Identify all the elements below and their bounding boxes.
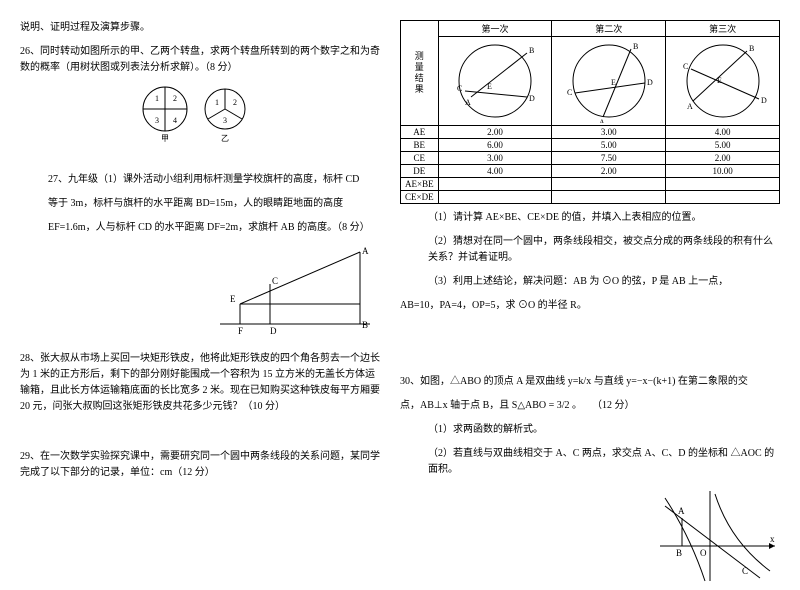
- table-row: AE2.003.004.00: [401, 126, 780, 139]
- svg-text:A: A: [687, 102, 693, 111]
- svg-text:C: C: [683, 62, 688, 71]
- svg-text:3: 3: [223, 116, 227, 125]
- svg-text:A: A: [678, 506, 685, 516]
- q29-sub2: （2）猜想对在同一个圆中，两条线段相交，被交点分成的两条线段的积有什么关系？并试…: [428, 234, 780, 266]
- q30-sub1: （1）求两函数的解析式。: [428, 422, 780, 438]
- svg-text:B: B: [529, 46, 534, 55]
- svg-text:D: D: [529, 94, 535, 103]
- q30-l1: 30、如图，△ABO 的顶点 A 是双曲线 y=k/x 与直线 y=−x−(k+…: [400, 374, 780, 390]
- q26-text: 26、同时转动如图所示的甲、乙两个转盘，求两个转盘所转到的两个数字之和为奇数的概…: [20, 44, 380, 76]
- circle-fig-1: B A C D E: [438, 37, 552, 126]
- q30-l2: 点，AB⊥x 轴于点 B，且 S△ABO = 3/2 。 （12 分）: [400, 398, 780, 414]
- table-row: DE4.002.0010.00: [401, 165, 780, 178]
- hyperbola-figure: A B O C x: [400, 486, 780, 589]
- svg-text:2: 2: [233, 98, 237, 107]
- q29-sub3: （3）利用上述结论，解决问题：AB 为 ⊙O 的弦，P 是 AB 上一点，: [428, 274, 780, 290]
- svg-text:E: E: [487, 82, 492, 91]
- svg-text:E: E: [230, 294, 236, 304]
- q29-sub1: （1）请计算 AE×BE、CE×DE 的值，并填入上表相应的位置。: [428, 210, 780, 226]
- svg-text:1: 1: [155, 94, 159, 103]
- q29-text: 29、在一次数学实验探究课中，需要研究同一个圆中两条线段的关系问题，某同学完成了…: [20, 449, 380, 481]
- col-head-2: 第二次: [552, 21, 666, 37]
- circle-fig-2: B A C D E: [552, 37, 666, 126]
- svg-text:C: C: [457, 84, 462, 93]
- measurement-table: 测量结果 第一次 第二次 第三次 B A C D E: [400, 20, 780, 204]
- svg-text:E: E: [717, 76, 722, 85]
- table-row: AE×BE: [401, 178, 780, 191]
- table-row: CE×DE: [401, 191, 780, 204]
- table-row: BE6.005.005.00: [401, 139, 780, 152]
- svg-text:O: O: [700, 548, 707, 558]
- q27-l2: 等于 3m，标杆与旗杆的水平距离 BD=15m，人的眼睛距地面的高度: [48, 196, 380, 212]
- spinners-figure: 1 2 3 4 甲 1 2 3 乙: [20, 84, 380, 144]
- svg-text:D: D: [270, 326, 277, 334]
- q30-sub2: （2）若直线与双曲线相交于 A、C 两点，求交点 A、C、D 的坐标和 △AOC…: [428, 446, 780, 478]
- svg-text:D: D: [761, 96, 767, 105]
- circle-fig-3: B A C D E: [666, 37, 780, 126]
- svg-text:乙: 乙: [221, 134, 229, 143]
- svg-text:A: A: [599, 118, 605, 123]
- q29-sub3b: AB=10，PA=4，OP=5，求 ⊙O 的半径 R。: [400, 298, 780, 314]
- svg-text:4: 4: [173, 116, 177, 125]
- svg-text:x: x: [770, 534, 775, 544]
- svg-text:2: 2: [173, 94, 177, 103]
- flagpole-figure: A B C D E F: [20, 244, 380, 337]
- svg-text:B: B: [749, 44, 754, 53]
- col-head-1: 第一次: [438, 21, 552, 37]
- table-row: CE3.007.502.00: [401, 152, 780, 165]
- svg-text:1: 1: [215, 98, 219, 107]
- svg-text:B: B: [676, 548, 682, 558]
- q27-l3: EF=1.6m，人与标杆 CD 的水平距离 DF=2m，求旗杆 AB 的高度。（…: [48, 220, 380, 236]
- q28-text: 28、张大叔从市场上买回一块矩形铁皮，他将此矩形铁皮的四个角各剪去一个边长为 1…: [20, 351, 380, 415]
- spinners-svg: 1 2 3 4 甲 1 2 3 乙: [125, 84, 275, 144]
- q27-l1: 27、九年级（1）课外活动小组利用标杆测量学校旗杆的高度，标杆 CD: [48, 172, 380, 188]
- svg-text:B: B: [362, 320, 368, 330]
- svg-text:3: 3: [155, 116, 159, 125]
- svg-text:E: E: [611, 78, 616, 87]
- table-corner: 测量结果: [401, 21, 439, 126]
- svg-text:F: F: [238, 326, 243, 334]
- hyperbola-svg: A B O C x: [650, 486, 780, 586]
- svg-text:C: C: [272, 276, 278, 286]
- flagpole-svg: A B C D E F: [210, 244, 380, 334]
- svg-text:D: D: [647, 78, 653, 87]
- svg-text:甲: 甲: [161, 134, 169, 143]
- svg-text:C: C: [567, 88, 572, 97]
- svg-text:A: A: [465, 98, 471, 107]
- svg-text:C: C: [742, 566, 748, 576]
- svg-text:A: A: [362, 246, 369, 256]
- intro-text: 说明、证明过程及演算步骤。: [20, 20, 380, 36]
- svg-text:B: B: [633, 42, 638, 51]
- col-head-3: 第三次: [666, 21, 780, 37]
